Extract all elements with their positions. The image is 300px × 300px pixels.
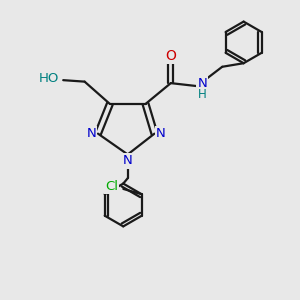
- Text: N: N: [197, 77, 207, 90]
- Text: O: O: [165, 49, 176, 63]
- Text: Cl: Cl: [105, 180, 118, 193]
- Text: N: N: [87, 127, 96, 140]
- Text: N: N: [123, 154, 133, 167]
- Text: HO: HO: [38, 72, 59, 85]
- Text: N: N: [156, 127, 166, 140]
- Text: H: H: [198, 88, 207, 101]
